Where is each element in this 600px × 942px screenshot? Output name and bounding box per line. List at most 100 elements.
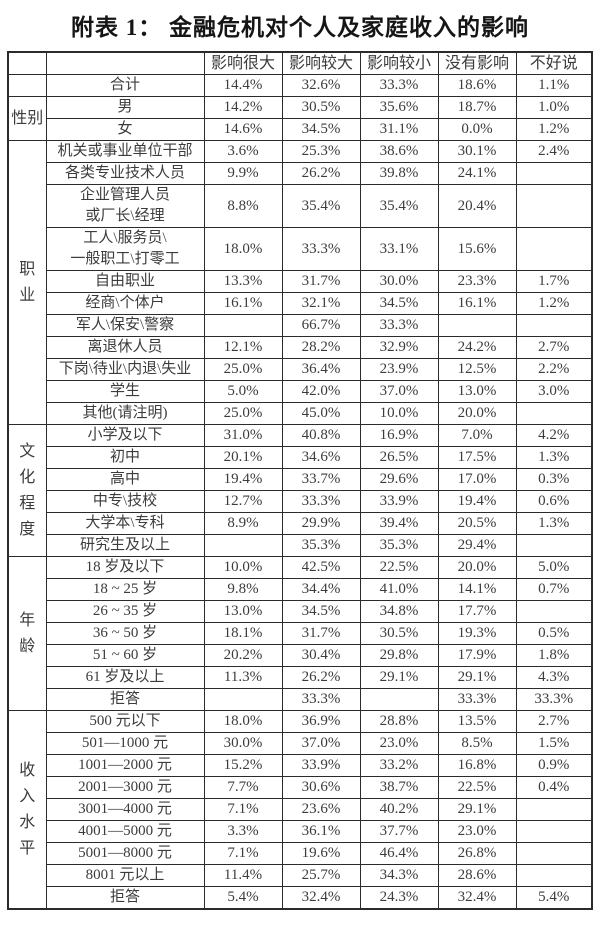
row-label: 女 [45, 118, 205, 141]
value-cell: 5.4% [515, 886, 593, 910]
value-cell: 1.3% [515, 512, 593, 535]
value-cell: 8.8% [203, 184, 283, 228]
value-cell [515, 600, 593, 623]
value-cell: 7.0% [437, 424, 517, 447]
value-cell: 2.4% [515, 140, 593, 163]
column-header: 影响较小 [359, 51, 439, 75]
value-cell: 17.7% [437, 600, 517, 623]
value-cell: 8.9% [203, 512, 283, 535]
value-cell [515, 162, 593, 185]
row-label: 机关或事业单位干部 [45, 140, 205, 163]
value-cell: 31.1% [359, 118, 439, 141]
value-cell [515, 227, 593, 271]
value-cell: 32.4% [437, 886, 517, 910]
row-label: 1001—2000 元 [45, 754, 205, 777]
value-cell: 26.5% [359, 446, 439, 469]
value-cell: 3.0% [515, 380, 593, 403]
value-cell: 34.5% [359, 292, 439, 315]
corner-cell-group [7, 51, 47, 75]
value-cell: 33.3% [281, 688, 361, 711]
value-cell: 4.2% [515, 424, 593, 447]
value-cell: 15.2% [203, 754, 283, 777]
value-cell: 31.7% [281, 622, 361, 645]
group-label: 职业 [7, 140, 47, 425]
table-row: 军人\保安\警察 66.7% 33.3% [8, 314, 593, 337]
value-cell: 40.2% [359, 798, 439, 821]
table-row: 1001—2000 元 15.2% 33.9% 33.2% 16.8% 0.9% [8, 754, 593, 777]
survey-table: 影响很大 影响较大 影响较小 没有影响 不好说 合计 14.4% 32.6% 33.3… [7, 51, 593, 910]
value-cell: 16.8% [437, 754, 517, 777]
column-header: 不好说 [515, 51, 593, 75]
row-label: 学生 [45, 380, 205, 403]
value-cell: 7.1% [203, 798, 283, 821]
row-label: 其他(请注明) [45, 402, 205, 425]
row-label: 拒答 [45, 886, 205, 910]
value-cell: 32.1% [281, 292, 361, 315]
value-cell: 36.9% [281, 710, 361, 733]
table-row: 初中 20.1% 34.6% 26.5% 17.5% 1.3% [8, 446, 593, 469]
table-row: 女 14.6% 34.5% 31.1% 0.0% 1.2% [8, 118, 593, 141]
column-header: 影响很大 [203, 51, 283, 75]
table-row: 其他(请注明) 25.0% 45.0% 10.0% 20.0% [8, 402, 593, 425]
value-cell: 2.7% [515, 710, 593, 733]
value-cell [203, 688, 283, 711]
value-cell: 19.4% [437, 490, 517, 513]
value-cell: 23.6% [281, 798, 361, 821]
value-cell: 23.9% [359, 358, 439, 381]
value-cell: 8.5% [437, 732, 517, 755]
group-label: 文化程度 [7, 424, 47, 557]
value-cell: 37.7% [359, 820, 439, 843]
row-label: 5001—8000 元 [45, 842, 205, 865]
value-cell: 38.6% [359, 140, 439, 163]
value-cell: 32.6% [281, 74, 361, 97]
value-cell: 20.2% [203, 644, 283, 667]
table-row: 工人\服务员\ 一般职工\打零工 18.0% 33.3% 33.1% 15.6% [8, 227, 593, 271]
value-cell: 5.0% [515, 556, 593, 579]
table-row: 3001—4000 元 7.1% 23.6% 40.2% 29.1% [8, 798, 593, 821]
value-cell: 17.9% [437, 644, 517, 667]
value-cell: 11.4% [203, 864, 283, 887]
value-cell: 18.0% [203, 227, 283, 271]
value-cell: 28.6% [437, 864, 517, 887]
table-row: 2001—3000 元 7.7% 30.6% 38.7% 22.5% 0.4% [8, 776, 593, 799]
table-row: 离退休人员 12.1% 28.2% 32.9% 24.2% 2.7% [8, 336, 593, 359]
value-cell: 1.3% [515, 446, 593, 469]
value-cell: 33.3% [437, 688, 517, 711]
value-cell: 30.6% [281, 776, 361, 799]
row-label: 工人\服务员\ 一般职工\打零工 [45, 227, 205, 271]
value-cell [437, 314, 517, 337]
value-cell: 33.1% [359, 227, 439, 271]
value-cell: 24.3% [359, 886, 439, 910]
value-cell: 20.1% [203, 446, 283, 469]
value-cell: 29.9% [281, 512, 361, 535]
value-cell: 18.0% [203, 710, 283, 733]
value-cell: 34.6% [281, 446, 361, 469]
row-label: 501—1000 元 [45, 732, 205, 755]
value-cell: 33.3% [359, 314, 439, 337]
value-cell: 33.7% [281, 468, 361, 491]
row-label: 拒答 [45, 688, 205, 711]
value-cell: 39.8% [359, 162, 439, 185]
value-cell: 13.0% [437, 380, 517, 403]
value-cell: 24.1% [437, 162, 517, 185]
value-cell: 13.5% [437, 710, 517, 733]
table-row: 5001—8000 元 7.1% 19.6% 46.4% 26.8% [8, 842, 593, 865]
value-cell: 30.5% [281, 96, 361, 119]
value-cell: 18.7% [437, 96, 517, 119]
row-label: 26 ~ 35 岁 [45, 600, 205, 623]
value-cell: 46.4% [359, 842, 439, 865]
row-label: 研究生及以上 [45, 534, 205, 557]
value-cell: 26.2% [281, 666, 361, 689]
table-row: 18 ~ 25 岁 9.8% 34.4% 41.0% 14.1% 0.7% [8, 578, 593, 601]
value-cell: 33.3% [281, 490, 361, 513]
value-cell: 40.8% [281, 424, 361, 447]
value-cell: 19.3% [437, 622, 517, 645]
value-cell: 25.7% [281, 864, 361, 887]
value-cell: 1.0% [515, 96, 593, 119]
table-row: 学生 5.0% 42.0% 37.0% 13.0% 3.0% [8, 380, 593, 403]
row-label: 61 岁及以上 [45, 666, 205, 689]
value-cell: 22.5% [437, 776, 517, 799]
value-cell: 16.1% [203, 292, 283, 315]
value-cell: 0.6% [515, 490, 593, 513]
value-cell [515, 184, 593, 228]
